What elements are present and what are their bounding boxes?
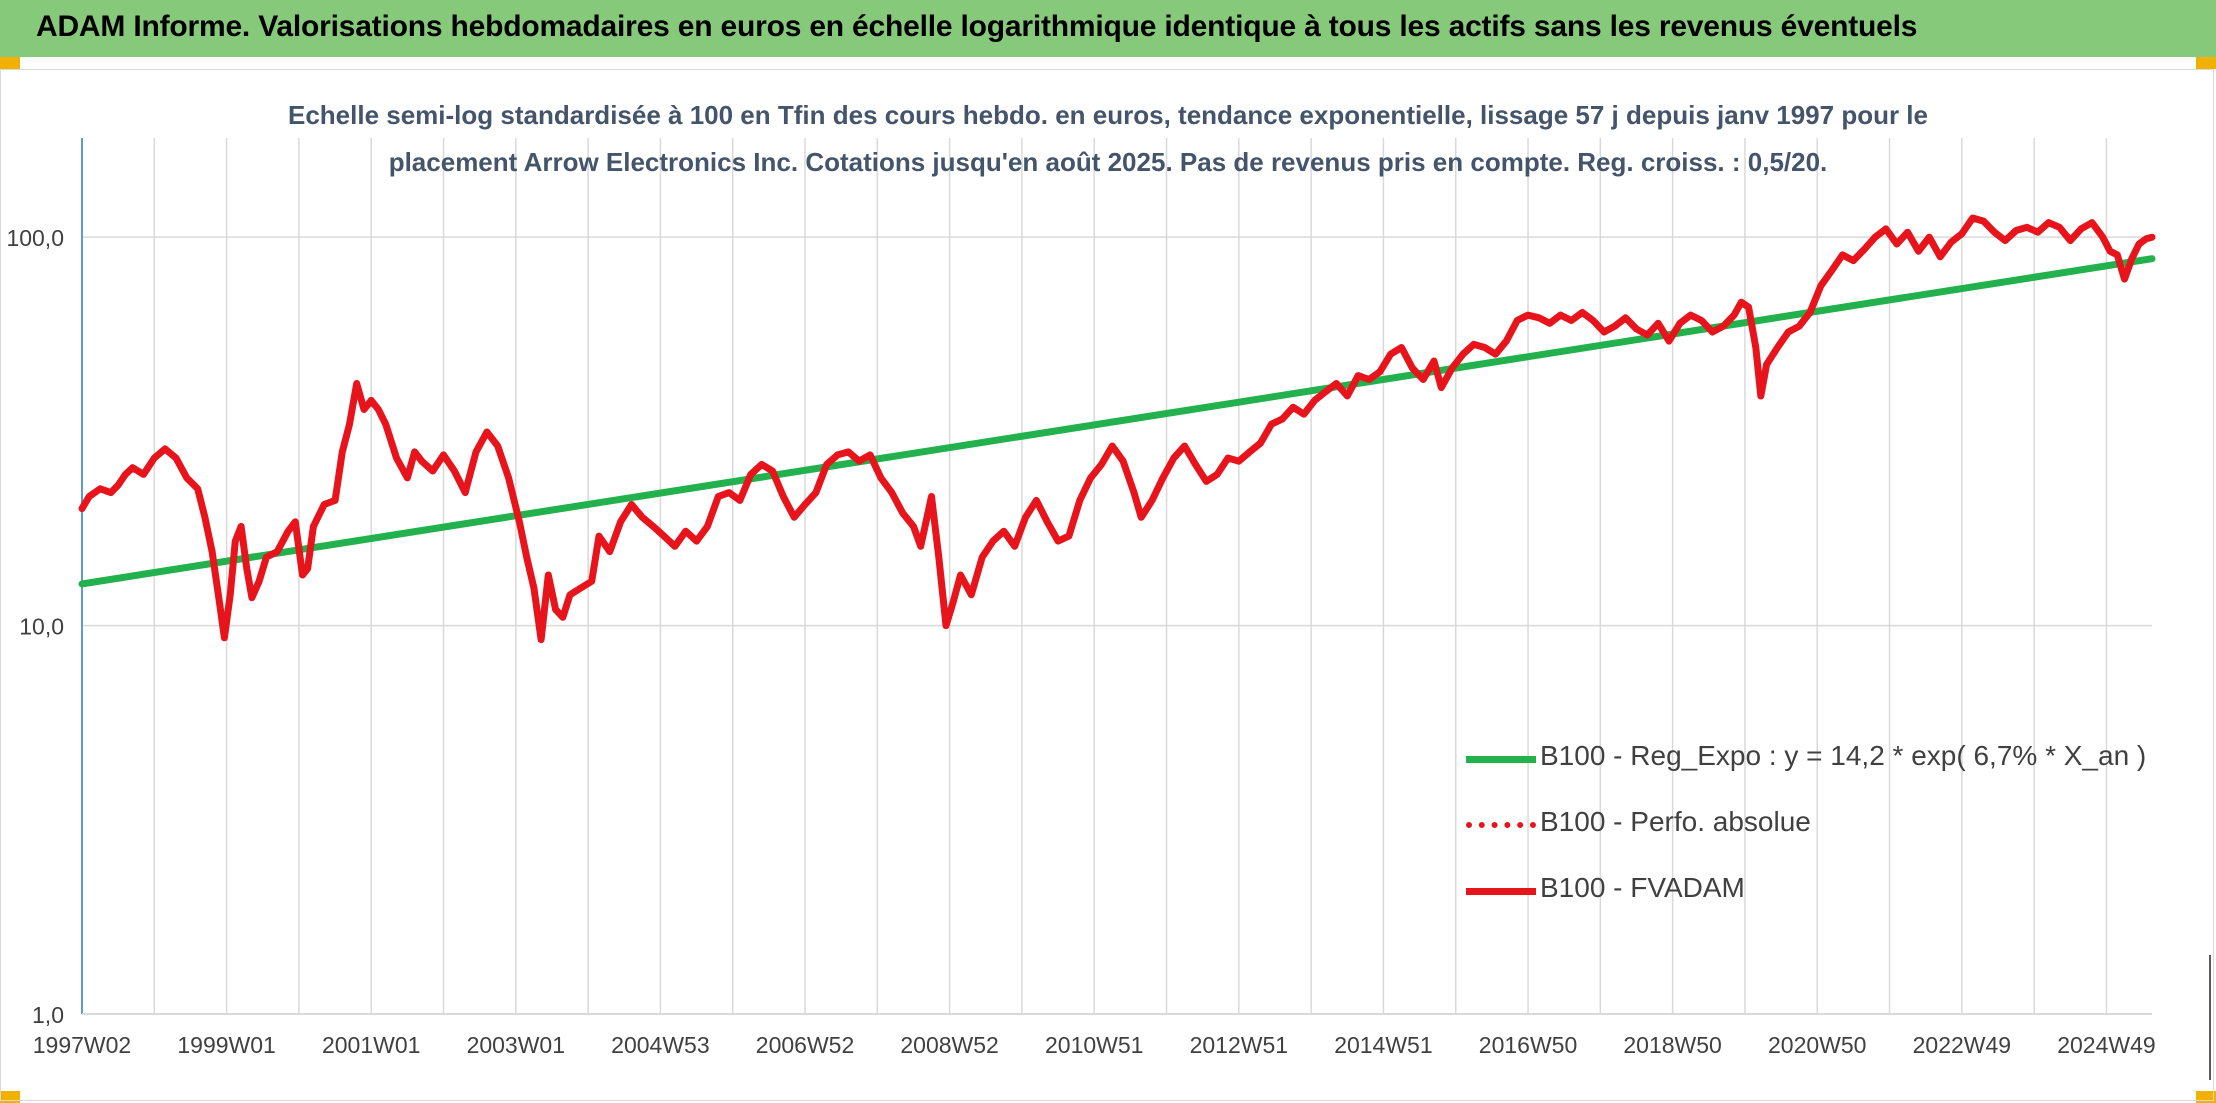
legend-label-perfo-absolue: B100 - Perfo. absolue	[1540, 806, 1811, 837]
y-tick-label: 10,0	[19, 614, 64, 640]
corner-marker-top-right	[2196, 57, 2216, 69]
x-tick-label: 2014W51	[1334, 1032, 1432, 1058]
legend-label-fvadam: B100 - FVADAM	[1540, 872, 1745, 903]
x-tick-label: 2006W52	[756, 1032, 854, 1058]
report-title: ADAM Informe. Valorisations hebdomadaire…	[36, 10, 1918, 43]
corner-marker-top-left	[0, 57, 20, 69]
legend-swatch-regression	[1466, 756, 1536, 763]
regression-trend-line	[78, 255, 2156, 588]
fvadam-series-line	[78, 214, 2156, 644]
x-tick-label: 2001W01	[322, 1032, 420, 1058]
x-tick-label: 2008W52	[900, 1032, 998, 1058]
y-tick-label: 1,0	[32, 1002, 64, 1028]
x-tick-label: 2018W50	[1623, 1032, 1721, 1058]
legend-swatch-perfo-absolue	[1466, 822, 1536, 828]
chart-frame	[0, 69, 2214, 1101]
header-bar: ADAM Informe. Valorisations hebdomadaire…	[0, 0, 2216, 57]
x-tick-label: 2004W53	[611, 1032, 709, 1058]
x-tick-label: 2012W51	[1190, 1032, 1288, 1058]
resize-edge	[2209, 955, 2211, 1080]
x-tick-label: 1997W02	[33, 1032, 131, 1058]
x-tick-label: 2003W01	[467, 1032, 565, 1058]
x-tick-label: 2024W49	[2057, 1032, 2155, 1058]
x-tick-label: 2016W50	[1479, 1032, 1577, 1058]
legend-label-regression: B100 - Reg_Expo : y = 14,2 * exp( 6,7% *…	[1540, 740, 2147, 771]
x-tick-label: 2010W51	[1045, 1032, 1143, 1058]
chart-title-line: placement Arrow Electronics Inc. Cotatio…	[389, 147, 1828, 177]
chart-title-line: Echelle semi-log standardisée à 100 en T…	[288, 100, 1928, 130]
x-tick-label: 2022W49	[1913, 1032, 2011, 1058]
y-tick-label: 100,0	[6, 225, 64, 251]
x-tick-label: 1999W01	[177, 1032, 275, 1058]
legend-swatch-fvadam	[1466, 888, 1536, 895]
x-tick-label: 2020W50	[1768, 1032, 1866, 1058]
